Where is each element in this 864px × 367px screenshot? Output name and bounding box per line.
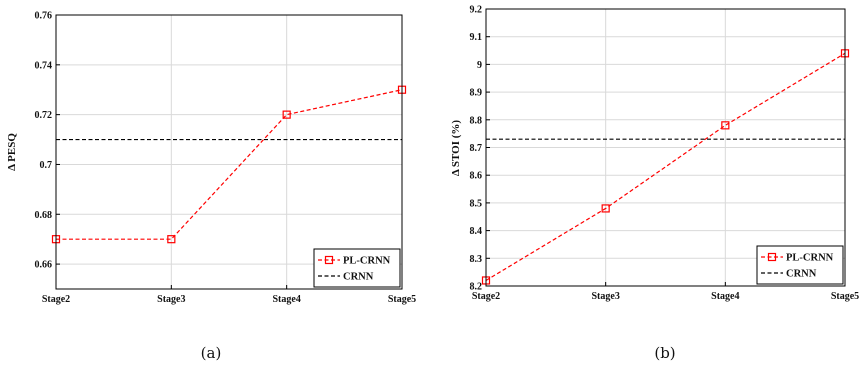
x-tick-label: Stage4 (711, 291, 739, 302)
y-tick-label: 8.6 (470, 171, 483, 182)
y-tick-label: 8.2 (470, 282, 483, 293)
legend-swatch-marker (324, 255, 334, 265)
y-tick-label: 0.66 (35, 260, 53, 271)
x-tick-label: Stage3 (157, 294, 185, 305)
y-tick-label: 9.2 (470, 5, 483, 16)
legend-box (756, 245, 844, 285)
y-tick-label: 8.8 (470, 115, 483, 126)
y-tick-label: 9 (477, 60, 482, 71)
y-tick-label: 0.72 (35, 110, 53, 121)
x-tick-label: Stage2 (472, 291, 500, 302)
x-tick-label: Stage3 (591, 291, 619, 302)
x-tick-label: Stage5 (831, 291, 859, 302)
x-tick-label: Stage4 (272, 294, 300, 305)
caption-a: (a) (201, 344, 222, 362)
y-tick-label: 8.3 (470, 254, 483, 265)
legend: PL-CRNN CRNN (756, 245, 844, 285)
legend-box (313, 248, 401, 288)
plot-frame (55, 14, 403, 290)
x-tick-label: Stage5 (388, 294, 416, 305)
data-point-marker (721, 121, 730, 130)
y-tick-label: 0.7 (40, 160, 53, 171)
y-tick-label: 8.9 (470, 88, 483, 99)
y-tick-label: 8.5 (470, 198, 483, 209)
x-tick-label: Stage2 (42, 294, 70, 305)
y-tick-label: 0.74 (35, 60, 53, 71)
data-point-marker (167, 235, 176, 244)
data-point-marker (282, 110, 291, 119)
y-tick-label: 8.4 (470, 226, 483, 237)
legend-label: CRNN (343, 272, 374, 283)
legend: PL-CRNN CRNN (313, 248, 401, 288)
legend-swatch-marker (767, 252, 777, 262)
chart-b-stoi: Stage2 Stage3 Stage4 Stage5 8.2 8.3 8.4 8.5 8.6 8… (450, 5, 859, 303)
data-point-marker (601, 204, 610, 213)
y-axis-label: Δ STOI (%) (450, 120, 462, 177)
legend-label: PL-CRNN (343, 256, 391, 267)
chart-a-pesq: Stage2 Stage3 Stage4 Stage5 0.66 0.68 0.7 0.72 0… (6, 11, 416, 306)
y-tick-label: 0.76 (35, 11, 53, 22)
y-tick-label: 0.68 (35, 210, 53, 221)
y-axis-label: Δ PESQ (6, 133, 18, 171)
caption-b: (b) (654, 344, 675, 362)
legend-label: PL-CRNN (786, 253, 834, 264)
y-tick-label: 9.1 (470, 32, 483, 43)
legend-label: CRNN (786, 269, 817, 280)
y-tick-label: 8.7 (470, 143, 483, 154)
